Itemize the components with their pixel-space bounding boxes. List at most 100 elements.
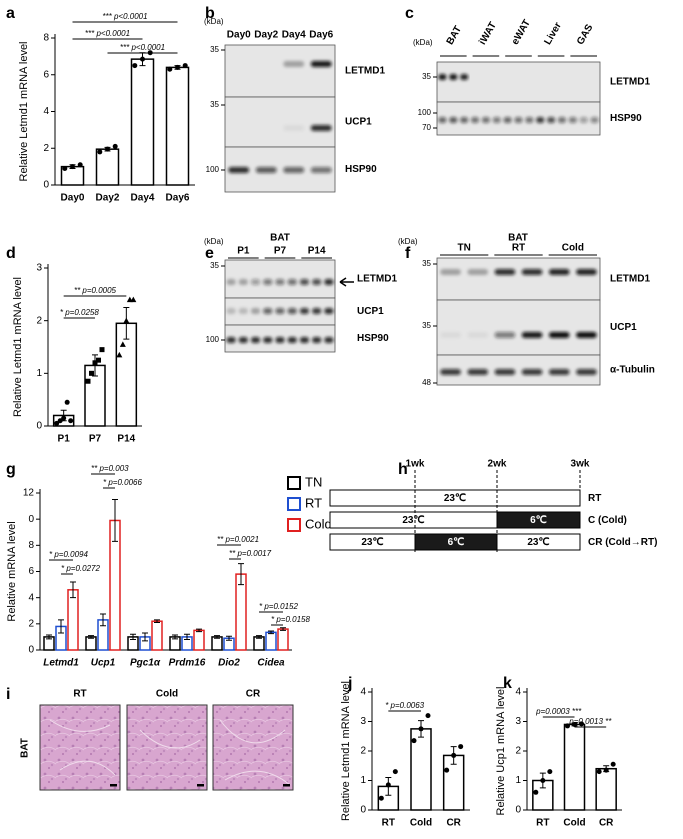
lane-label: BAT [445, 24, 464, 47]
band-label: UCP1 [610, 322, 637, 333]
blot-strip [436, 354, 601, 386]
data-point [77, 162, 83, 168]
blot-band [312, 308, 322, 314]
y-tick-label: 1 [360, 775, 366, 786]
data-point [68, 418, 74, 424]
data-point [572, 721, 577, 727]
blot-band [238, 279, 248, 285]
blot-band [226, 279, 236, 285]
histology-images [39, 704, 294, 791]
data-point [565, 723, 570, 729]
panel-letter: c [405, 5, 414, 22]
x-tick-label: Cidea [257, 658, 285, 669]
error-bar [142, 632, 148, 642]
error-bar [280, 627, 286, 631]
y-tick-label: 3 [360, 716, 366, 727]
blot-strip [224, 96, 336, 148]
blot-band [263, 337, 273, 343]
y-tick-label: 0 [28, 645, 34, 656]
error-bar [46, 634, 52, 640]
blot-band [460, 74, 469, 80]
lane-label: Day6 [309, 30, 333, 41]
significance-label: ** p=0.003 [91, 464, 129, 473]
y-tick-label: 4 [28, 592, 34, 603]
blot-band [310, 61, 332, 67]
data-point [418, 726, 424, 732]
blot-band [492, 117, 501, 123]
bar [563, 723, 586, 811]
temperature-label: 23℃ [402, 515, 424, 526]
x-tick-label: P7 [89, 434, 102, 445]
y-axis-label: Relative Letmd1 mRNA level [12, 277, 24, 417]
blot-band [310, 125, 332, 131]
legend-swatch [287, 497, 301, 511]
data-point [105, 146, 110, 152]
data-point [96, 357, 101, 363]
y-tick-label: 1 [515, 775, 521, 786]
tissue-vessel [219, 719, 291, 786]
schedule-row-label: C (Cold) [588, 515, 627, 526]
panel-letter: i [6, 686, 10, 703]
significance-label: * p=0.0152 [259, 602, 298, 611]
data-point [64, 399, 70, 405]
data-point [92, 360, 98, 366]
blot-band [312, 279, 322, 285]
y-tick-label: 8 [28, 540, 34, 551]
data-point [451, 752, 457, 758]
blot-band [579, 117, 588, 123]
blot-band [250, 337, 261, 343]
y-tick-label: 3 [515, 716, 521, 727]
blot-band [287, 337, 297, 343]
blot-band [546, 117, 556, 123]
blot-band [440, 332, 461, 338]
temperature-label: 6℃ [530, 515, 547, 526]
data-point [70, 164, 75, 170]
y-tick-label: 0 [36, 421, 42, 432]
significance-label: * p=0.0063 [385, 701, 424, 710]
tissue-label: BAT [20, 738, 31, 758]
blot-band [576, 332, 597, 338]
y-tick-label: 2 [36, 315, 42, 326]
lane-label: Day4 [282, 30, 306, 41]
x-tick-label: Day0 [61, 193, 85, 204]
size-marker: 100 [206, 165, 220, 174]
blot-band [283, 125, 305, 131]
scale-bar [197, 784, 204, 787]
blot-band [548, 369, 570, 375]
legend-swatch [287, 476, 301, 490]
legend-label: Cold [305, 516, 332, 531]
kda-label: (kDa) [413, 38, 433, 47]
data-point [85, 378, 91, 384]
x-tick-label: CR [599, 818, 614, 829]
data-point [385, 782, 391, 788]
error-bar [112, 499, 118, 542]
data-point [547, 769, 553, 775]
blot-band [250, 308, 261, 314]
y-axis-label: Relative Letmd1 mRNA level [340, 681, 352, 821]
y-tick-label: 6 [43, 69, 49, 80]
legend-label: TN [305, 474, 322, 489]
bar [130, 58, 155, 186]
blot-band [449, 117, 458, 123]
blot-band [238, 337, 248, 343]
band-label: UCP1 [345, 117, 372, 128]
blot-strip [436, 299, 601, 356]
lane-label: RT [512, 243, 525, 254]
blot-band [449, 74, 458, 80]
size-marker: 35 [210, 100, 219, 109]
y-tick-label: 4 [515, 687, 521, 698]
blot-band [263, 308, 273, 314]
data-point [140, 56, 145, 62]
significance-label: ** p=0.0005 [74, 286, 117, 295]
y-tick-label: 0 [515, 805, 521, 816]
band-label: LETMD1 [610, 77, 650, 88]
blot-band [275, 279, 285, 285]
blot-band [226, 337, 236, 343]
blot-band [494, 332, 516, 338]
blot-band [283, 167, 305, 173]
kda-label: (kDa) [398, 237, 418, 246]
band-label: α-Tubulin [610, 365, 655, 376]
histology-image [39, 704, 121, 791]
y-tick-label: 4 [360, 687, 366, 698]
blot-band [324, 279, 334, 285]
